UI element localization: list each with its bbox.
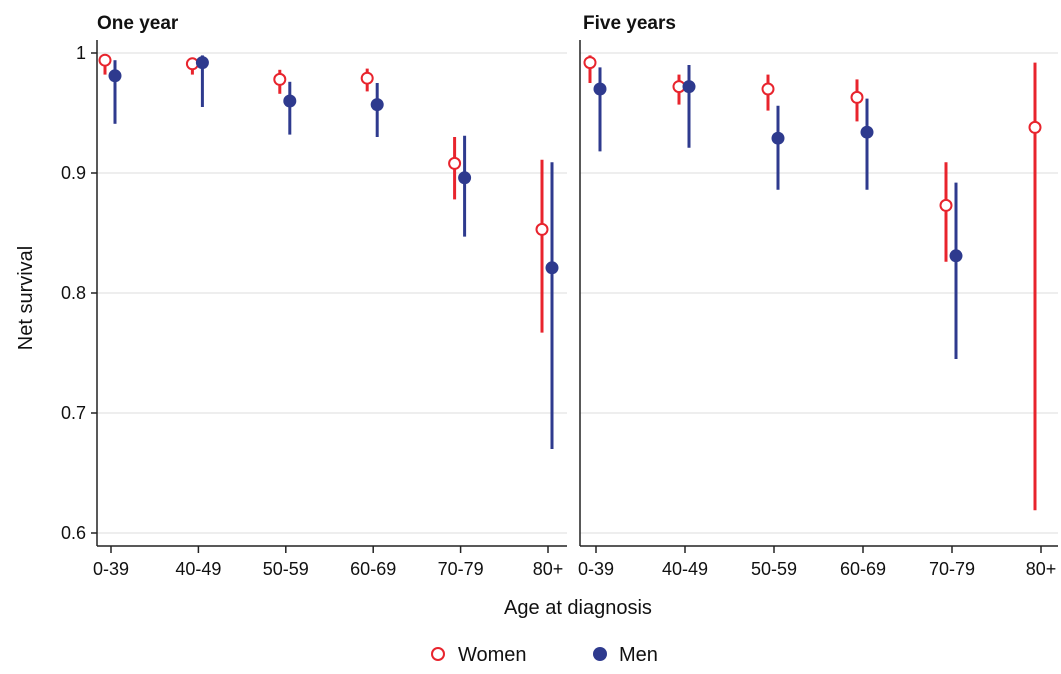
women-point [939,198,953,212]
panel-title-one-year: One year [97,13,179,34]
x-tick-label: 0-39 [578,559,614,579]
x-tick-label: 60-69 [350,559,396,579]
women-point [448,156,462,170]
men-point [458,171,472,185]
legend-men-marker [593,647,607,661]
women-point [761,82,775,96]
men-point [860,125,874,139]
women-point [1028,120,1042,134]
legend-women-label: Women [458,644,527,666]
x-tick-label: 80+ [533,559,564,579]
men-point [283,94,297,108]
y-tick-label: 0.6 [61,523,86,543]
panel-title-five-years: Five years [583,13,676,34]
women-point [98,53,112,67]
men-point [108,69,122,83]
x-tick-label: 0-39 [93,559,129,579]
x-axis-title: Age at diagnosis [504,597,652,619]
y-tick-label: 0.9 [61,163,86,183]
women-point [273,72,287,86]
women-point [583,56,597,70]
women-point [360,71,374,85]
legend-women-marker [431,647,445,661]
men-point [771,131,785,145]
y-tick-label: 0.7 [61,403,86,423]
men-point [593,82,607,96]
x-tick-label: 70-79 [929,559,975,579]
x-tick-label: 40-49 [175,559,221,579]
legend-men-label: Men [619,644,658,666]
men-point [545,261,559,275]
legend: Women Men [431,644,658,666]
men-point [949,249,963,263]
x-tick-label: 40-49 [662,559,708,579]
x-tick-label: 70-79 [438,559,484,579]
x-tick-label: 60-69 [840,559,886,579]
men-point [370,98,384,112]
men-point [195,56,209,70]
y-axis-title: Net survival [15,246,37,350]
panel-five-years: 0-39 40-49 50-59 60-69 70-79 80+ Five years [578,13,1058,579]
x-tick-label: 50-59 [263,559,309,579]
x-tick-label: 80+ [1026,559,1057,579]
men-point [682,80,696,94]
y-axis-tick-labels: 0.6 0.7 0.8 0.9 1 [61,43,86,543]
y-tick-label: 0.8 [61,283,86,303]
y-tick-label: 1 [76,43,86,63]
women-point [850,90,864,104]
x-tick-label: 50-59 [751,559,797,579]
women-point [535,222,549,236]
panel-one-year: 0-39 40-49 50-59 60-69 70-79 80+ One year [91,13,567,579]
